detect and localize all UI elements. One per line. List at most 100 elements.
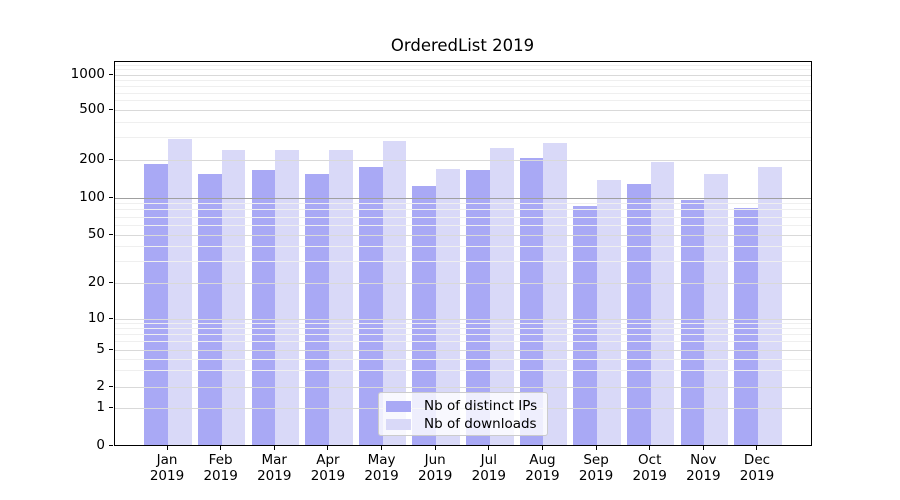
y-tick-label: 50 (87, 225, 105, 242)
legend-label: Nb of distinct IPs (424, 398, 538, 414)
minor-gridline (114, 121, 811, 123)
x-tick-mark (595, 446, 597, 450)
x-label-month: Jan (156, 451, 178, 468)
y-tick-label: 5 (96, 340, 105, 357)
x-label-year: 2019 (149, 467, 185, 484)
x-label-month: Mar (261, 451, 287, 468)
x-tick-mark (756, 446, 758, 450)
major-gridline (114, 282, 811, 284)
bar-downloads (275, 150, 299, 445)
x-label-year: 2019 (203, 467, 238, 484)
bar-distinct-ips (519, 158, 544, 445)
x-tick-label: Sep 2019 (566, 452, 626, 484)
bar-distinct-ips (466, 170, 490, 445)
y-tick-mark (109, 281, 113, 283)
bar-downloads (650, 162, 675, 445)
minor-gridline (114, 100, 811, 102)
y-tick-mark (109, 317, 113, 319)
minor-gridline (114, 328, 811, 330)
bar-downloads (757, 166, 782, 445)
major-gridline (114, 74, 811, 76)
y-tick-label: 1000 (70, 65, 105, 82)
bar-distinct-ips (573, 205, 598, 445)
x-label-month: Jul (480, 451, 497, 468)
legend-item: Nb of downloads (386, 415, 547, 433)
y-tick-mark (109, 386, 113, 387)
minor-gridline (114, 137, 811, 139)
x-label-year: 2019 (686, 467, 721, 484)
x-tick-label: May 2019 (352, 452, 412, 484)
x-label-month: Apr (316, 451, 340, 468)
x-label-year: 2019 (364, 467, 399, 484)
x-tick-mark (541, 446, 543, 450)
bar-downloads (436, 168, 460, 445)
major-gridline (114, 197, 811, 199)
major-gridline (114, 318, 811, 320)
bar-downloads (168, 138, 192, 445)
y-tick-mark (109, 196, 113, 198)
y-tick-label: 100 (79, 188, 105, 205)
x-tick-mark (327, 446, 329, 450)
x-label-month: Oct (638, 451, 662, 468)
y-tick-label: 10 (87, 309, 105, 326)
bar-downloads (543, 142, 568, 445)
x-label-year: 2019 (310, 467, 346, 484)
y-tick-mark (109, 108, 113, 110)
x-label-month: May (367, 451, 396, 468)
y-tick-mark (109, 233, 113, 235)
minor-gridline (114, 246, 811, 248)
y-tick-mark (109, 348, 113, 350)
x-label-year: 2019 (739, 467, 775, 484)
x-tick-label: Aug 2019 (512, 452, 572, 484)
bar-distinct-ips (412, 186, 437, 445)
legend-item: Nb of distinct IPs (386, 397, 547, 415)
chart-title: OrderedList 2019 (390, 36, 535, 55)
x-label-month: Aug (529, 451, 556, 468)
minor-gridline (114, 323, 811, 325)
major-gridline (114, 159, 811, 161)
x-tick-label: Apr 2019 (298, 452, 358, 484)
bar-distinct-ips (680, 199, 705, 445)
x-tick-label: Dec 2019 (727, 452, 787, 484)
x-tick-mark (434, 446, 436, 450)
x-tick-mark (702, 446, 704, 450)
minor-gridline (114, 69, 811, 71)
x-label-month: Dec (743, 451, 771, 468)
legend-label: Nb of downloads (424, 416, 537, 432)
x-tick-label: Jun 2019 (405, 452, 465, 484)
x-tick-mark (649, 446, 651, 450)
x-label-year: 2019 (471, 467, 506, 484)
bar-distinct-ips (627, 183, 651, 445)
major-gridline (114, 234, 811, 236)
x-tick-mark (220, 446, 222, 450)
minor-gridline (114, 209, 811, 211)
y-tick-label: 500 (79, 100, 105, 117)
x-label-year: 2019 (257, 467, 292, 484)
x-tick-label: Oct 2019 (620, 452, 680, 484)
y-tick-label: 200 (79, 150, 105, 167)
minor-gridline (114, 203, 811, 205)
minor-gridline (114, 224, 811, 226)
x-label-month: Sep (583, 451, 609, 468)
y-tick-label: 1 (96, 399, 105, 415)
x-tick-mark (381, 446, 383, 450)
bar-distinct-ips (358, 166, 383, 445)
major-gridline (114, 349, 811, 351)
bar-distinct-ips (197, 173, 222, 445)
x-tick-label: Nov 2019 (673, 452, 733, 484)
legend-swatch-distinct-ips (386, 400, 411, 412)
x-label-year: 2019 (578, 467, 614, 484)
x-label-month: Feb (208, 451, 233, 468)
bar-downloads (704, 173, 729, 445)
minor-gridline (114, 79, 811, 81)
x-label-year: 2019 (525, 467, 560, 484)
x-tick-label: Mar 2019 (244, 452, 304, 484)
major-gridline (114, 109, 811, 111)
x-tick-mark (488, 446, 490, 450)
x-tick-label: Jul 2019 (459, 452, 519, 484)
minor-gridline (114, 85, 811, 87)
x-tick-label: Jan 2019 (137, 452, 197, 484)
minor-gridline (114, 64, 811, 66)
plot-area (113, 60, 812, 446)
y-tick-label: 0 (96, 437, 105, 453)
